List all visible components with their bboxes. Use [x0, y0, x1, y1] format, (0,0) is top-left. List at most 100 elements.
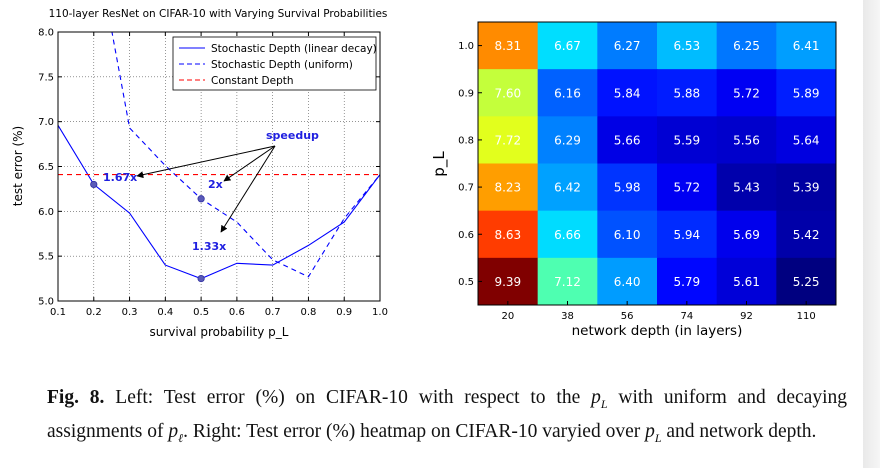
- annotation-2x: 2x: [208, 178, 223, 191]
- heatmap-cell-value: 7.72: [494, 133, 521, 147]
- heatmap-cell: [537, 116, 598, 164]
- heatmap-cell-value: 5.72: [733, 86, 760, 100]
- x-tick-label: 0.9: [336, 307, 352, 318]
- heatmap-cell: [657, 163, 718, 212]
- heatmap-cell: [597, 210, 658, 259]
- heatmap-cell-value: 5.61: [733, 275, 760, 289]
- heatmap-cell: [776, 163, 837, 212]
- heatmap-cell-value: 7.12: [554, 275, 581, 289]
- line-chart-ticks: 0.1 0.2 0.3 0.4 0.5 0.6 0.7 0.8 0.9 1.0 5.0 5.5 6.0 6…: [38, 28, 388, 319]
- heatmap-y-tick-label: 1.0: [458, 41, 474, 52]
- x-tick-label: 0.2: [86, 307, 102, 318]
- line-chart-title: 110-layer ResNet on CIFAR-10 with Varyin…: [49, 8, 388, 20]
- x-tick-label: 0.8: [300, 307, 316, 318]
- heatmap-cell-value: 5.94: [673, 228, 700, 242]
- heatmap-cell-value: 6.16: [554, 86, 581, 100]
- y-tick-label: 7.5: [38, 72, 54, 83]
- annotation-1-67x: 1.67x: [103, 171, 137, 184]
- speedup-arrow-1-67x: [136, 145, 276, 179]
- heatmap-x-tick-label: 74: [680, 311, 693, 322]
- heatmap-cell: [597, 69, 658, 117]
- series-line-uniform: [111, 32, 380, 278]
- line-chart-y-label: test error (%): [11, 126, 25, 207]
- heatmap-cell: [716, 69, 777, 117]
- heatmap-y-label: p_L: [430, 151, 449, 177]
- heatmap-x-tick-label: 92: [740, 311, 753, 322]
- heatmap-cell-value: 5.69: [733, 228, 760, 242]
- heatmap-x-tick-label: 20: [501, 311, 514, 322]
- line-chart-lines: [58, 32, 380, 280]
- heatmap-cell-value: 6.29: [554, 133, 581, 147]
- x-tick-label: 1.0: [372, 307, 388, 318]
- caption-text-3: . Right: Test error (%) heatmap on CIFAR…: [183, 420, 646, 442]
- heatmap-x-tick-label: 38: [561, 311, 574, 322]
- heatmap-cell: [478, 116, 539, 164]
- y-tick-label: 8.0: [38, 28, 54, 39]
- heatmap-cell: [478, 69, 539, 117]
- heatmap-cell-value: 5.42: [793, 228, 820, 242]
- heatmap-cell-value: 6.27: [614, 39, 641, 53]
- heatmap-cell: [716, 210, 777, 259]
- heatmap-cell-value: 6.66: [554, 228, 581, 242]
- marker-point-1-67x: [90, 180, 98, 189]
- heatmap-y-tick-label: 0.6: [458, 230, 474, 241]
- x-tick-label: 0.3: [122, 307, 138, 318]
- speedup-arrow-1-33x: [220, 145, 276, 233]
- heatmap-cell: [776, 22, 837, 70]
- legend-box: [172, 36, 377, 91]
- heatmap-cell-value: 5.66: [614, 133, 641, 147]
- heatmap-cell: [537, 163, 598, 212]
- heatmap-y-tick-label: 0.9: [458, 88, 474, 99]
- heatmap-cell-value: 5.89: [793, 86, 820, 100]
- caption-label: Fig. 8.: [47, 387, 105, 408]
- heatmap-cell: [776, 210, 837, 259]
- heatmap-cell: [657, 22, 718, 70]
- heatmap-cell: [657, 210, 718, 259]
- heatmap-cell-value: 9.39: [494, 275, 521, 289]
- heatmap-cell: [776, 69, 837, 117]
- line-chart-annotations: 1.67x 2x 1.33x speedup: [90, 129, 319, 283]
- line-chart-legend: Stochastic Depth (linear decay) Stochasti…: [172, 36, 377, 91]
- heatmap-cell-value: 6.53: [673, 39, 700, 53]
- heatmap-cell: [657, 116, 718, 164]
- y-tick-label: 5.0: [38, 297, 54, 308]
- heatmap-cell-value: 8.23: [494, 181, 521, 195]
- x-tick-label: 0.7: [265, 307, 281, 318]
- heatmap-cells: 8.31 6.67 6.27 6.53 6.25 6.41 7.60 6.16 5.84 5.88…: [478, 22, 837, 306]
- heatmap-cell-value: 5.98: [614, 181, 641, 195]
- y-tick-label: 6.0: [38, 207, 54, 218]
- heatmap-cell: [478, 210, 539, 259]
- heatmap-cell: [537, 257, 598, 306]
- heatmap-cell-value: 5.79: [673, 275, 700, 289]
- heatmap-cell: [478, 257, 539, 306]
- heatmap-cell-value: 6.10: [614, 228, 641, 242]
- legend-entry-constant-depth: Constant Depth: [211, 75, 294, 87]
- x-tick-label: 0.6: [229, 307, 245, 318]
- heatmap-ticks: 20 38 56 74 92 110 1.0 0.9 0.8 0.7 0.6 0.5: [458, 41, 816, 322]
- line-chart: 110-layer ResNet on CIFAR-10 with Varyin…: [11, 8, 388, 339]
- heatmap-cell-value: 5.39: [793, 181, 820, 195]
- caption-text-1: Left: Test error (%) on CIFAR-10 with re…: [104, 387, 592, 408]
- heatmap-cell-value: 5.84: [614, 86, 641, 100]
- y-tick-label: 5.5: [38, 252, 54, 263]
- heatmap-x-tick-label: 56: [621, 311, 634, 322]
- window-edge-strip: [863, 0, 880, 468]
- heatmap-cell: [597, 257, 658, 306]
- marker-point-1-33x: [197, 274, 205, 283]
- heatmap-cell: [716, 22, 777, 70]
- heatmap-cell-value: 6.25: [733, 39, 760, 53]
- legend-entry-uniform: Stochastic Depth (uniform): [211, 59, 353, 71]
- heatmap-cell: [537, 69, 598, 117]
- heatmap-cell-value: 7.60: [494, 86, 521, 100]
- caption-text-2: with uniform and decaying assignments of: [47, 387, 847, 442]
- heatmap-cell-value: 5.64: [793, 133, 820, 147]
- y-tick-label: 6.5: [38, 162, 54, 173]
- heatmap-cell: [478, 163, 539, 212]
- heatmap-cell: [716, 116, 777, 164]
- heatmap-cell: [597, 22, 658, 70]
- heatmap-cell: [776, 257, 837, 306]
- annotation-speedup: speedup: [266, 129, 319, 142]
- heatmap-cell-value: 8.31: [494, 39, 521, 53]
- caption-math-pL-1: pL: [591, 387, 608, 411]
